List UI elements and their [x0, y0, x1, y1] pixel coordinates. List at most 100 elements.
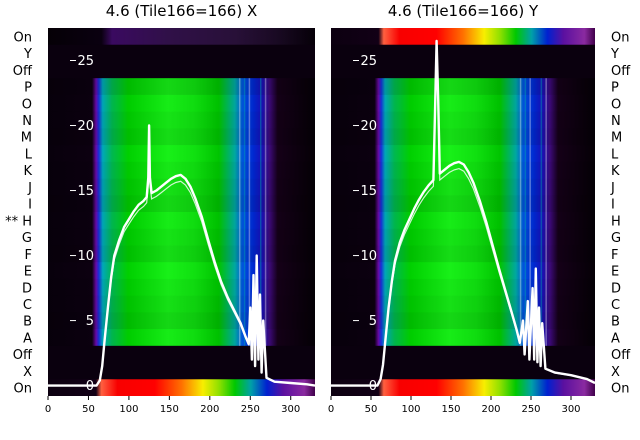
row-label-right: F: [611, 248, 618, 263]
row-label-right: Off: [611, 64, 631, 79]
row-label-left: J: [27, 181, 32, 196]
x-tick-label: 250: [241, 404, 260, 415]
heatmap-row: [331, 262, 595, 280]
row-label-right: On: [611, 30, 629, 45]
row-label-right: D: [611, 281, 621, 296]
heatmap-row: [48, 228, 315, 247]
x-tick-label: 0: [328, 404, 334, 415]
heatmap-row-shade: [331, 78, 595, 95]
heatmap-row: [331, 379, 595, 396]
heatmap-row: [331, 61, 595, 79]
heatmap-row: [331, 278, 595, 297]
overlay-y-tick-label: 10: [77, 249, 94, 264]
heatmap-row: [331, 345, 595, 364]
heatmap-row-shade: [331, 95, 595, 112]
heatmap-row: [331, 78, 595, 96]
heatmap-streak: [529, 78, 531, 346]
row-label-right: A: [611, 331, 620, 346]
heatmap-row: [48, 94, 315, 113]
row-label-left: D: [22, 281, 32, 296]
heatmap-row: [331, 212, 595, 230]
heatmap-row: [48, 379, 315, 396]
x-tick-label: 300: [561, 404, 580, 415]
heatmap-row-shade: [48, 295, 315, 313]
x-tick-label: 300: [281, 404, 300, 415]
heatmap-row-shade: [48, 312, 315, 330]
heatmap-row-shade: [331, 111, 595, 129]
heatmap-row-shade: [48, 212, 315, 229]
x-axis-right: 0 50 100 150 200 250 300: [328, 396, 581, 415]
x-tick-label: 50: [82, 404, 95, 415]
heatmap-row: [48, 161, 315, 180]
heatmap-row-shade: [48, 95, 315, 112]
heatmap-streak: [248, 78, 251, 346]
overlay-y-tick-label: 15: [77, 184, 94, 199]
heatmap-row: [48, 44, 315, 63]
heatmap-streak: [264, 78, 267, 346]
heatmap-row-shade: [48, 195, 315, 212]
x-tick-label: 150: [441, 404, 460, 415]
row-label-right: Off: [611, 348, 631, 363]
row-label-left: L: [25, 147, 33, 162]
heatmap-row: [48, 78, 315, 96]
heatmap-row: [48, 212, 315, 230]
heatmap-row-shade: [48, 78, 315, 95]
row-label-left: Off: [13, 348, 33, 363]
row-label-right: I: [611, 198, 615, 213]
panel-title-x: 4.6 (Tile166=166) X: [106, 2, 257, 20]
heatmap-row: [48, 178, 315, 196]
heatmap-row: [331, 94, 595, 113]
heatmap-row: [331, 111, 595, 129]
heatmap-row: [48, 362, 315, 380]
heatmap-streak: [243, 78, 246, 346]
heatmap-row: [331, 195, 595, 213]
heatmap-row: [331, 128, 595, 146]
row-label-right: B: [611, 315, 620, 330]
heatmap-row-shade: [48, 329, 315, 346]
heatmap-row: [48, 312, 315, 330]
overlay-y-tick-label: 25: [360, 54, 377, 69]
heatmap-row-shade: [331, 295, 595, 313]
row-label-left: N: [22, 114, 32, 129]
heatmap-row-shade: [331, 228, 595, 246]
row-label-left: E: [24, 265, 32, 280]
heatmap-row-shade: [331, 178, 595, 196]
x-tick-label: 200: [481, 404, 500, 415]
heatmap-row: [48, 128, 315, 146]
panel-title-y: 4.6 (Tile166=166) Y: [388, 2, 539, 20]
heatmap-row: [48, 262, 315, 280]
heatmap-row-shade: [48, 128, 315, 146]
x-tick-label: 50: [365, 404, 378, 415]
row-label-right: O: [611, 97, 621, 112]
heatmap-row-shade: [331, 212, 595, 229]
heatmap-row: [48, 145, 315, 163]
x-tick-label: 250: [521, 404, 540, 415]
overlay-y-tick-label: 15: [360, 184, 377, 199]
overlay-y-tick-label: 10: [360, 249, 377, 264]
heatmap-row: [331, 178, 595, 196]
heatmap-row: [48, 278, 315, 297]
row-label-left: Y: [23, 47, 32, 62]
heatmap-row: [331, 44, 595, 63]
row-label-right: J: [610, 181, 615, 196]
row-label-right: On: [611, 382, 629, 397]
x-tick-label: 100: [401, 404, 420, 415]
row-label-left: M: [21, 131, 32, 146]
overlay-y-tick-label: 25: [77, 54, 94, 69]
x-tick-label: 150: [160, 404, 179, 415]
heatmap-row: [48, 295, 315, 313]
x-axis-left: 0 50 100 150 200 250 300: [45, 396, 300, 415]
row-label-right: N: [611, 114, 621, 129]
row-label-right: P: [611, 81, 619, 96]
row-label-left: On: [14, 382, 32, 397]
row-label-right: M: [611, 131, 622, 146]
overlay-y-tick-label: 20: [77, 119, 94, 134]
row-label-left: Off: [13, 64, 33, 79]
heatmap-row: [48, 345, 315, 364]
row-label-left: F: [25, 248, 32, 263]
row-label-left: On: [14, 30, 32, 45]
